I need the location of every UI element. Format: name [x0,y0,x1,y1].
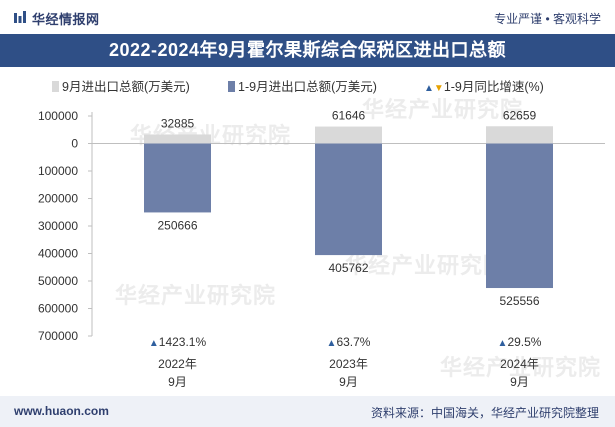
data-label-cumulative: 405762 [328,261,368,275]
bar-monthly [486,126,553,144]
y-tick-label: 500000 [38,274,78,288]
triangle-up-icon: ▲ [327,338,337,349]
bar-cumulative [486,143,553,289]
x-category-month: 9月 [168,375,187,389]
growth-label: ▲29.5% [498,335,542,349]
x-category-month: 9月 [510,375,529,389]
bar-monthly [315,126,382,144]
x-category-year: 2023年 [329,357,368,371]
y-tick-label: 700000 [38,329,78,343]
x-category-year: 2024年 [500,357,539,371]
growth-value: 1423.1% [159,335,207,349]
data-label-monthly: 32885 [161,116,195,130]
y-tick-label: 300000 [38,219,78,233]
legend: 9月进出口总额(万美元) 1-9月进出口总额(万美元) ▲▼1-9月同比增速(%… [0,76,615,94]
footer-website: www.huaon.com [14,404,109,418]
footer: www.huaon.com 资料来源：中国海关，华经产业研究院整理 [0,396,615,427]
legend-swatch-blue [228,81,235,92]
y-tick-label: 200000 [38,192,78,206]
growth-label: ▲63.7% [327,335,371,349]
bar-monthly [144,134,211,144]
y-tick-label: 100000 [38,164,78,178]
logo-text: 华经情报网 [32,12,100,27]
top-bar: 华经情报网 专业严谨 • 客观科学 [0,0,615,34]
data-label-cumulative: 525556 [499,294,539,308]
triangle-down-icon: ▼ [433,83,444,94]
bar-cumulative [315,143,382,256]
growth-value: 63.7% [336,335,370,349]
chart-title: 2022-2024年9月霍尔果斯综合保税区进出口总额 [108,40,507,60]
y-tick-label: 0 [71,137,78,151]
growth-value: 29.5% [507,335,541,349]
legend-item-cumulative: 1-9月进出口总额(万美元) [228,76,377,95]
triangle-up-icon: ▲ [424,83,434,94]
x-category-month: 9月 [339,375,358,389]
triangle-up-icon: ▲ [149,338,159,349]
chart-area: 100000 0 100000 200000 300000 400000 500000 600… [38,108,605,389]
y-tick-label: 100000 [38,109,78,123]
bar-cumulative [144,143,211,213]
legend-item-monthly: 9月进出口总额(万美元) [52,76,190,95]
legend-label-growth: 1-9月同比增速(%) [443,80,544,94]
title-bar: 2022-2024年9月霍尔果斯综合保税区进出口总额 [0,34,615,67]
legend-label-monthly: 9月进出口总额(万美元) [62,80,190,94]
growth-label: ▲1423.1% [149,335,207,349]
legend-item-growth: ▲▼1-9月同比增速(%) [424,76,544,95]
legend-label-cumulative: 1-9月进出口总额(万美元) [238,80,377,94]
logo-bars-icon [14,11,26,23]
data-label-cumulative: 250666 [157,218,197,232]
triangle-up-icon: ▲ [498,338,508,349]
data-label-monthly: 62659 [503,108,537,122]
x-category-year: 2022年 [158,357,197,371]
data-label-monthly: 61646 [332,109,366,123]
y-tick-label: 600000 [38,302,78,316]
tagline: 专业严谨 • 客观科学 [494,12,601,26]
y-tick-label: 400000 [38,247,78,261]
footer-source: 资料来源：中国海关，华经产业研究院整理 [370,406,599,420]
legend-swatch-grey [52,81,59,92]
